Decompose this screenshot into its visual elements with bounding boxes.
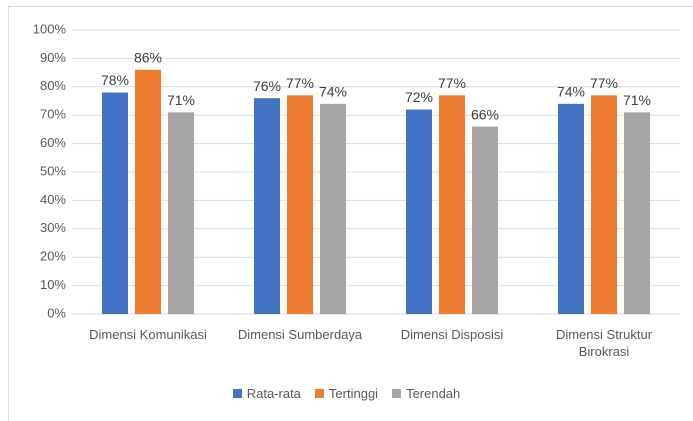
x-tick-label: Dimensi Struktur Birokrasi (555, 327, 653, 359)
x-tick-label: Dimensi Disposisi (400, 327, 504, 342)
legend-label: Terendah (406, 386, 461, 401)
y-tick-label: 20% (40, 249, 66, 264)
y-tick-label: 0% (47, 305, 66, 320)
data-label: 71% (623, 92, 651, 108)
legend-swatch (392, 389, 402, 398)
legend-item: Rata-rata (232, 386, 301, 401)
data-label: 66% (471, 106, 499, 122)
data-label: 77% (438, 75, 466, 91)
y-tick-label: 30% (40, 220, 66, 235)
legend-item: Tertinggi (314, 386, 379, 401)
data-label: 72% (405, 89, 433, 105)
data-label: 86% (134, 49, 162, 65)
chart-border (8, 6, 693, 421)
legend-item: Terendah (392, 386, 460, 401)
data-label: 74% (557, 84, 585, 100)
bar (624, 112, 650, 314)
bar (591, 95, 617, 314)
bar (558, 103, 584, 314)
x-tick-label: Dimensi Sumberdaya (237, 327, 363, 342)
bar (439, 95, 465, 314)
data-label: 78% (101, 72, 129, 88)
legend-label: Rata-rata (246, 386, 301, 401)
y-tick-label: 60% (40, 135, 66, 150)
y-tick-label: 90% (40, 50, 66, 65)
y-tick-label: 40% (40, 192, 66, 207)
bar (406, 109, 432, 315)
data-label: 76% (253, 78, 281, 94)
legend-swatch (314, 389, 324, 398)
bar (168, 112, 194, 314)
data-label: 74% (319, 84, 347, 100)
bar (135, 69, 161, 314)
bar (102, 92, 128, 314)
legend-swatch (232, 389, 242, 398)
bar (287, 95, 313, 314)
y-tick-label: 100% (33, 21, 67, 36)
legend-label: Tertinggi (328, 386, 379, 401)
data-label: 77% (286, 75, 314, 91)
y-tick-label: 70% (40, 107, 66, 122)
y-tick-label: 50% (40, 163, 66, 178)
bar (472, 126, 498, 314)
y-tick-label: 10% (40, 277, 66, 292)
legend: Rata-rata Tertinggi Terendah (0, 386, 693, 401)
bar (254, 98, 280, 314)
bar (320, 103, 346, 314)
data-label: 77% (590, 75, 618, 91)
data-label: 71% (167, 92, 195, 108)
y-tick-label: 80% (40, 78, 66, 93)
x-tick-label: Dimensi Komunikasi (89, 327, 207, 342)
